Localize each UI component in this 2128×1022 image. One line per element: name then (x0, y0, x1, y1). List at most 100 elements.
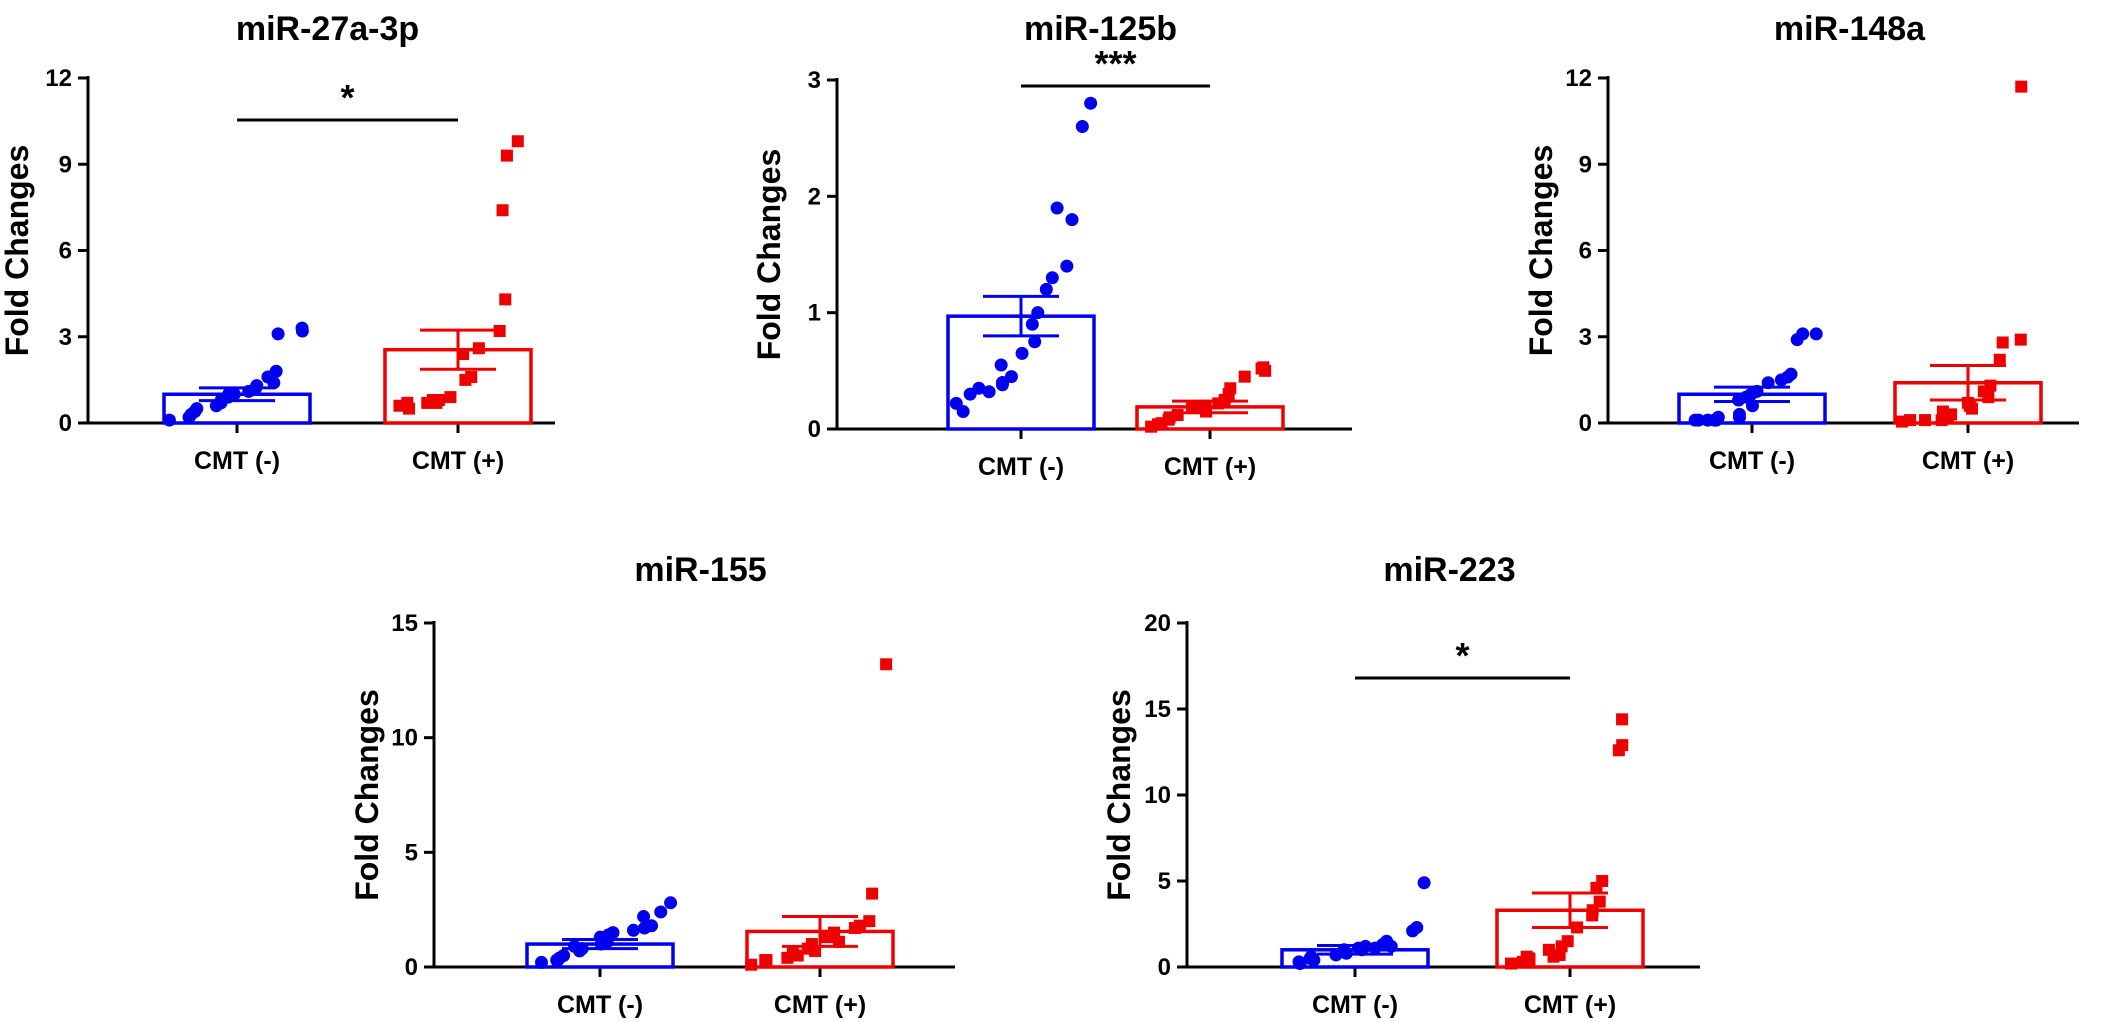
y-axis-label: Fold Changes (349, 689, 385, 901)
data-point (1542, 943, 1555, 956)
y-tick-label: 6 (1579, 238, 1592, 265)
y-tick-label: 3 (59, 324, 72, 351)
data-point (832, 935, 845, 948)
significance-label: * (1455, 635, 1469, 676)
significance-label: *** (1094, 43, 1136, 84)
data-point (1596, 875, 1609, 887)
y-tick-label: 2 (808, 183, 821, 210)
data-point (786, 947, 799, 960)
data-point (1993, 353, 2006, 366)
y-tick-label: 15 (1144, 696, 1171, 723)
data-point (949, 396, 963, 410)
data-point (222, 387, 236, 401)
data-point (1571, 921, 1584, 934)
data-point (1028, 335, 1042, 349)
data-point (493, 325, 506, 337)
y-axis-label: Fold Changes (0, 145, 35, 357)
x-tick-label: CMT (+) (1164, 453, 1256, 481)
data-point (1238, 370, 1251, 383)
data-point (2014, 333, 2027, 346)
data-point (606, 926, 620, 940)
y-tick-label: 20 (1144, 610, 1171, 637)
data-point (759, 954, 772, 967)
y-tick-label: 10 (391, 725, 418, 752)
data-point (1075, 120, 1089, 134)
data-point (1692, 413, 1706, 427)
x-tick-label: CMT (+) (1922, 447, 2014, 475)
data-point (1936, 405, 1949, 418)
data-point (745, 958, 758, 971)
data-point (500, 149, 513, 162)
x-tick-label: CMT (-) (1709, 447, 1795, 475)
data-point (1761, 376, 1775, 390)
data-point (866, 887, 879, 900)
data-point (1224, 382, 1237, 395)
data-point (1380, 934, 1394, 948)
y-tick-label: 12 (45, 65, 72, 92)
data-point (1197, 399, 1210, 412)
y-tick-label: 0 (59, 410, 72, 437)
x-tick-label: CMT (+) (1524, 991, 1616, 1019)
data-point (295, 321, 309, 335)
y-tick-label: 0 (808, 416, 821, 443)
data-point (1039, 282, 1053, 296)
data-point (444, 391, 457, 404)
data-point (1337, 943, 1351, 957)
data-point (863, 915, 876, 928)
data-point (162, 413, 176, 427)
data-point (1292, 955, 1306, 969)
data-point (1015, 346, 1029, 360)
data-point (1701, 413, 1715, 427)
data-point (853, 919, 866, 932)
data-point (1060, 259, 1074, 273)
chart-title: miR-155 (634, 551, 766, 589)
data-point (499, 293, 512, 306)
y-axis-label: Fold Changes (751, 149, 787, 361)
data-point (880, 658, 893, 671)
data-point (664, 896, 678, 910)
y-tick-label: 15 (391, 610, 418, 637)
data-point (1257, 361, 1270, 374)
y-axis-label: Fold Changes (1101, 689, 1137, 901)
data-point (1050, 201, 1064, 215)
data-point (269, 364, 283, 378)
data-point (1004, 370, 1018, 384)
y-tick-label: 3 (808, 67, 821, 94)
data-point (1065, 213, 1079, 227)
data-point (982, 385, 996, 399)
data-point (1505, 957, 1518, 970)
data-point (1186, 402, 1199, 415)
data-point (1417, 876, 1431, 890)
data-point (426, 394, 439, 406)
data-point (1593, 895, 1606, 908)
data-point (1410, 920, 1424, 934)
data-point (1809, 327, 1823, 341)
data-point (496, 204, 509, 217)
data-point (1561, 935, 1574, 948)
data-point (1358, 939, 1372, 953)
data-point (1996, 336, 2009, 349)
y-tick-label: 6 (59, 238, 72, 265)
data-point (1711, 410, 1725, 424)
x-tick-label: CMT (-) (1312, 991, 1398, 1019)
data-point (626, 923, 640, 937)
data-point (1304, 950, 1318, 964)
data-point (1171, 409, 1184, 422)
data-point (1031, 306, 1045, 320)
y-tick-label: 1 (808, 300, 821, 327)
y-tick-label: 0 (405, 954, 418, 981)
data-point (827, 926, 840, 939)
data-point (1025, 317, 1039, 331)
data-point (1520, 950, 1533, 963)
data-point (190, 402, 204, 416)
data-point (1750, 384, 1764, 398)
y-axis-label: Fold Changes (1523, 145, 1559, 357)
y-tick-label: 3 (1579, 324, 1592, 351)
data-point (637, 910, 651, 924)
data-point (1919, 414, 1932, 427)
x-tick-label: CMT (+) (774, 991, 866, 1019)
chart-title: miR-148a (1774, 10, 1926, 48)
data-point (271, 327, 285, 341)
data-point (972, 381, 986, 395)
